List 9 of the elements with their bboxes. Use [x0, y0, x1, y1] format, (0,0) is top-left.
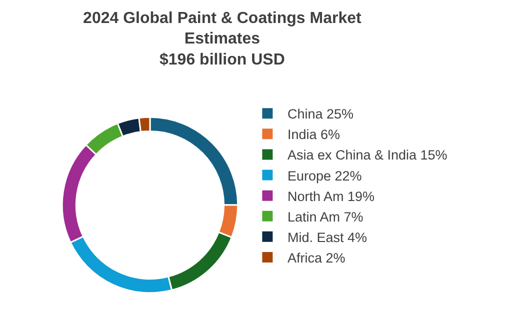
legend-label: Latin Am 7% — [287, 209, 364, 224]
legend-label: Asia ex China & India 15% — [287, 148, 448, 163]
chart-title: 2024 Global Paint & Coatings Market Estimates $196 billion USD — [83, 10, 362, 68]
legend-label: China 25% — [287, 106, 354, 122]
legend-label: Mid. East 4% — [287, 230, 367, 245]
legend-label: Europe 22% — [287, 168, 362, 184]
legend-label: North Am 19% — [287, 188, 374, 204]
legend-label: Africa 2% — [287, 250, 346, 266]
legend-label: India 6% — [287, 127, 340, 142]
